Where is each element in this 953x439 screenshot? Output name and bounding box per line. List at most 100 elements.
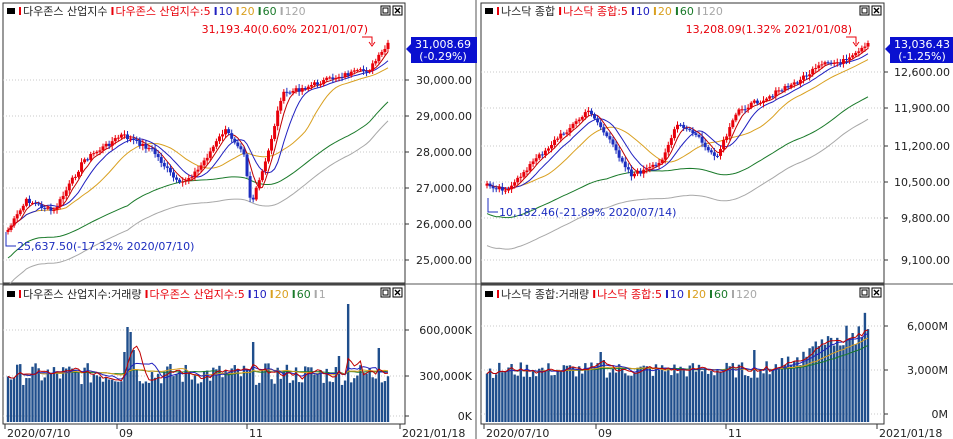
volume-bar xyxy=(196,383,200,422)
volume-bar xyxy=(40,380,43,422)
candle-body xyxy=(697,135,701,137)
candle-body xyxy=(199,165,203,170)
volume-bar xyxy=(325,368,328,422)
candle-body xyxy=(752,100,756,103)
candle-body xyxy=(144,143,148,149)
volume-bar xyxy=(356,375,359,422)
candle-body xyxy=(233,138,237,143)
volume-bar xyxy=(175,373,178,422)
candle-body xyxy=(491,186,495,189)
volume-bar xyxy=(322,382,325,422)
candle-body xyxy=(245,154,249,177)
candle-body xyxy=(383,48,387,52)
volume-bar xyxy=(617,364,621,422)
candle-body xyxy=(669,138,673,145)
maximize-icon[interactable] xyxy=(380,5,391,16)
volume-bar xyxy=(58,378,62,422)
candle-body xyxy=(866,43,870,47)
candle-body xyxy=(844,58,848,60)
candle-body xyxy=(611,139,615,145)
maximize-icon[interactable] xyxy=(380,287,391,298)
candle-body xyxy=(181,181,185,183)
candle-body xyxy=(792,82,796,85)
high-arrow-head xyxy=(852,41,860,47)
candle-body xyxy=(70,177,74,184)
candle-body xyxy=(141,143,145,146)
volume-bar xyxy=(144,381,148,422)
candle-body xyxy=(276,110,280,127)
candle-body xyxy=(743,109,747,111)
candle-body xyxy=(361,69,365,72)
volume-bar xyxy=(541,367,544,422)
volume-bar xyxy=(571,366,575,422)
volume-bar xyxy=(120,381,123,422)
candle-body xyxy=(49,207,53,211)
volume-bar xyxy=(559,371,562,422)
volume-bar xyxy=(230,368,233,422)
volume-bars xyxy=(6,304,390,422)
legend-swatch xyxy=(665,290,668,298)
volume-bar xyxy=(519,362,522,422)
volume-bar xyxy=(654,364,658,422)
candle-body xyxy=(783,86,787,91)
candle-body xyxy=(73,176,77,178)
legend-label: 10 xyxy=(636,5,650,18)
legend-swatch xyxy=(593,290,596,298)
candle-body xyxy=(522,172,526,177)
volume-bar xyxy=(166,366,169,422)
maximize-icon[interactable] xyxy=(859,5,870,16)
candle-body xyxy=(663,152,667,160)
volume-bar xyxy=(611,368,615,422)
volume-bar xyxy=(267,363,270,422)
volume-bar xyxy=(141,383,145,422)
volume-bar xyxy=(860,337,864,422)
candle-body xyxy=(725,136,729,141)
volume-bar xyxy=(34,363,37,422)
candle-body xyxy=(746,107,750,110)
volume-bar xyxy=(386,376,390,422)
candle-body xyxy=(805,75,809,77)
volume-bar xyxy=(488,368,492,422)
volume-bar xyxy=(89,382,92,422)
volume-bar xyxy=(820,339,824,422)
volume-bar xyxy=(679,366,682,422)
volume-bar xyxy=(202,370,206,422)
candle-body xyxy=(270,138,274,151)
y-tick-label: 300,000K xyxy=(419,370,472,383)
candle-body xyxy=(608,136,612,140)
volume-bar xyxy=(353,378,356,422)
candle-body xyxy=(291,90,295,93)
candle-body xyxy=(104,143,108,147)
volume-bar xyxy=(304,366,307,422)
candle-body xyxy=(322,79,326,85)
candle-body xyxy=(516,177,520,183)
candle-body xyxy=(648,166,652,169)
volume-bar xyxy=(86,363,89,422)
candle-body xyxy=(319,84,323,86)
candle-body xyxy=(352,70,356,72)
ma10-line xyxy=(486,53,869,189)
high-arrow-head xyxy=(368,41,376,47)
volume-bar xyxy=(114,381,117,422)
candle-body xyxy=(510,185,514,190)
volume-bar xyxy=(215,369,218,422)
y-tick-label: 27,000.00 xyxy=(416,182,472,195)
candle-body xyxy=(31,202,35,204)
candle-body xyxy=(589,110,593,115)
candle-body xyxy=(715,155,719,157)
volume-bar xyxy=(777,369,781,422)
legend-swatch xyxy=(687,290,690,298)
x-tick-label: 11 xyxy=(728,427,742,439)
volume-moving-averages xyxy=(486,329,869,375)
volume-bar xyxy=(522,376,526,422)
volume-bar xyxy=(808,348,811,422)
maximize-icon[interactable] xyxy=(859,287,870,298)
legend-swatch xyxy=(653,7,656,15)
candle-body xyxy=(386,42,390,49)
volume-bar xyxy=(300,382,304,422)
candle-body xyxy=(178,179,182,183)
volume-bar xyxy=(574,376,578,422)
volume-bar xyxy=(19,364,22,422)
candle-body xyxy=(168,167,172,173)
legend-swatch xyxy=(19,290,21,298)
